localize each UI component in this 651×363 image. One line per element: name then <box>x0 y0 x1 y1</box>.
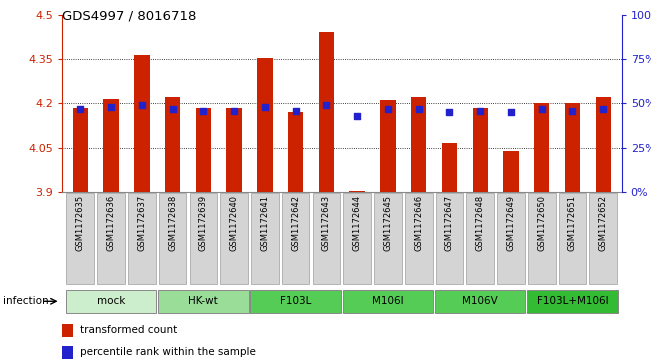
FancyBboxPatch shape <box>158 290 249 313</box>
Text: GSM1172650: GSM1172650 <box>537 195 546 251</box>
Point <box>444 109 454 115</box>
Point <box>598 106 609 112</box>
Point <box>383 106 393 112</box>
FancyBboxPatch shape <box>497 193 525 284</box>
Text: GSM1172652: GSM1172652 <box>599 195 608 251</box>
Point <box>567 108 577 114</box>
Text: GSM1172649: GSM1172649 <box>506 195 516 251</box>
Bar <box>442 143 457 192</box>
Bar <box>288 112 303 192</box>
Point <box>198 108 208 114</box>
Point <box>536 106 547 112</box>
FancyBboxPatch shape <box>589 193 617 284</box>
Bar <box>596 97 611 192</box>
FancyBboxPatch shape <box>312 193 340 284</box>
FancyBboxPatch shape <box>342 290 433 313</box>
Point <box>413 106 424 112</box>
FancyBboxPatch shape <box>436 193 464 284</box>
Text: GSM1172636: GSM1172636 <box>107 195 116 252</box>
Text: GSM1172643: GSM1172643 <box>322 195 331 251</box>
Text: GSM1172647: GSM1172647 <box>445 195 454 251</box>
FancyBboxPatch shape <box>527 290 618 313</box>
Bar <box>165 97 180 192</box>
Text: GSM1172651: GSM1172651 <box>568 195 577 251</box>
Text: infection: infection <box>3 296 49 306</box>
Bar <box>565 103 580 192</box>
Bar <box>196 108 211 192</box>
FancyBboxPatch shape <box>282 193 309 284</box>
FancyBboxPatch shape <box>66 193 94 284</box>
FancyBboxPatch shape <box>405 193 432 284</box>
Text: mock: mock <box>97 296 125 306</box>
Point <box>506 109 516 115</box>
Point <box>75 106 85 112</box>
FancyBboxPatch shape <box>251 193 279 284</box>
Point <box>229 108 240 114</box>
Bar <box>227 108 242 192</box>
Text: GDS4997 / 8016718: GDS4997 / 8016718 <box>62 9 196 22</box>
Text: GSM1172648: GSM1172648 <box>476 195 485 251</box>
FancyBboxPatch shape <box>97 193 125 284</box>
Bar <box>503 151 519 192</box>
Text: transformed count: transformed count <box>80 325 177 335</box>
Bar <box>104 99 118 192</box>
Point <box>475 108 486 114</box>
Bar <box>134 54 150 192</box>
FancyBboxPatch shape <box>435 290 525 313</box>
Text: GSM1172644: GSM1172644 <box>353 195 362 251</box>
FancyBboxPatch shape <box>251 290 341 313</box>
Bar <box>73 108 88 192</box>
FancyBboxPatch shape <box>528 193 555 284</box>
Bar <box>319 32 334 192</box>
FancyBboxPatch shape <box>189 193 217 284</box>
Point <box>352 113 363 119</box>
Bar <box>380 101 396 192</box>
FancyBboxPatch shape <box>343 193 371 284</box>
FancyBboxPatch shape <box>374 193 402 284</box>
Bar <box>350 191 365 192</box>
Text: GSM1172638: GSM1172638 <box>168 195 177 252</box>
Text: GSM1172640: GSM1172640 <box>230 195 239 251</box>
Point <box>167 106 178 112</box>
Text: GSM1172642: GSM1172642 <box>291 195 300 251</box>
FancyBboxPatch shape <box>466 193 494 284</box>
Text: GSM1172645: GSM1172645 <box>383 195 393 251</box>
Bar <box>473 108 488 192</box>
Text: HK-wt: HK-wt <box>189 296 218 306</box>
Text: GSM1172635: GSM1172635 <box>76 195 85 251</box>
FancyBboxPatch shape <box>559 193 587 284</box>
Text: GSM1172639: GSM1172639 <box>199 195 208 251</box>
Point <box>137 102 147 108</box>
Text: F103L: F103L <box>280 296 311 306</box>
Bar <box>534 103 549 192</box>
Text: GSM1172637: GSM1172637 <box>137 195 146 252</box>
Point <box>106 104 117 110</box>
Point <box>290 108 301 114</box>
Text: M106V: M106V <box>462 296 498 306</box>
FancyBboxPatch shape <box>220 193 248 284</box>
Point <box>321 102 331 108</box>
Bar <box>257 57 273 192</box>
FancyBboxPatch shape <box>66 290 156 313</box>
Point <box>260 104 270 110</box>
Bar <box>62 324 73 337</box>
FancyBboxPatch shape <box>159 193 186 284</box>
FancyBboxPatch shape <box>128 193 156 284</box>
Text: percentile rank within the sample: percentile rank within the sample <box>80 347 256 357</box>
Text: GSM1172641: GSM1172641 <box>260 195 270 251</box>
Bar <box>62 346 73 359</box>
Text: F103L+M106I: F103L+M106I <box>536 296 608 306</box>
Bar <box>411 97 426 192</box>
Text: GSM1172646: GSM1172646 <box>414 195 423 251</box>
Text: M106I: M106I <box>372 296 404 306</box>
